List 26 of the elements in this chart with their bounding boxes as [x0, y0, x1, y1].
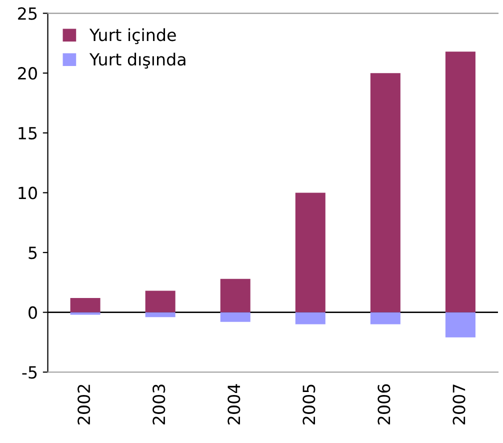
- bar: [445, 52, 476, 312]
- bar: [145, 290, 176, 312]
- y-tick-label: 15: [18, 127, 37, 140]
- bar: [295, 192, 326, 312]
- y-tick-label: 20: [18, 67, 37, 80]
- bar: [370, 73, 400, 312]
- x-tick-label: 2005: [302, 384, 316, 424]
- x-tick-label: 2007: [452, 384, 466, 424]
- y-tick-label: 0: [28, 306, 37, 319]
- legend-label: Yurt içinde: [89, 28, 176, 44]
- y-tick-label: 5: [28, 246, 37, 260]
- x-tick-label: 2006: [378, 384, 390, 424]
- bar: [370, 312, 400, 324]
- bar: [295, 312, 326, 324]
- y-tick-label: 10: [18, 186, 37, 200]
- y-tick-label: -5: [22, 366, 37, 379]
- y-tick-label: 25: [18, 7, 37, 20]
- legend-label: Yurt dışında: [89, 52, 186, 69]
- bar: [145, 312, 176, 318]
- x-tick-label: 2003: [152, 384, 166, 424]
- bar: [70, 298, 100, 312]
- bar: [220, 278, 250, 312]
- bar: [220, 312, 250, 322]
- bar: [445, 312, 476, 338]
- x-tick-label: 2004: [228, 384, 240, 424]
- x-tick-label: 2002: [78, 384, 90, 424]
